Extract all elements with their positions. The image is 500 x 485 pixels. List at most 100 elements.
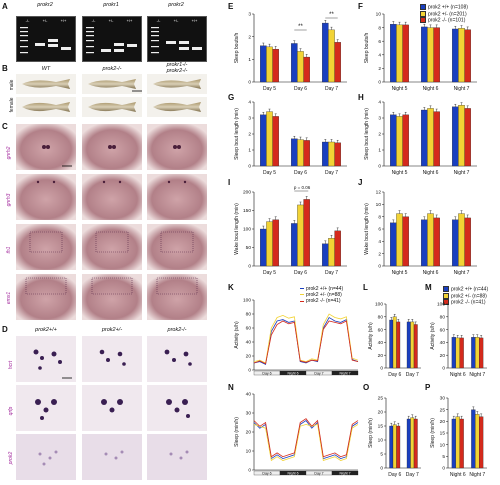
bar (458, 213, 465, 267)
timeline-label: Day 6 (262, 371, 271, 375)
bar (451, 337, 456, 369)
legend-k-item: prok2 +/- (n=88) (300, 292, 343, 298)
x-tick-label: Day 6 (294, 270, 307, 276)
legend-k-label-1: prok2 +/+ (n=44) (306, 286, 344, 292)
y-tick-label: 4 (378, 100, 381, 106)
x-tick-label: Night 7 (454, 270, 470, 276)
bar (396, 425, 401, 469)
y-tick-label: 4 (378, 239, 381, 245)
bar (421, 219, 428, 267)
bar (389, 425, 394, 469)
chart-m: 0 20 40 60 80 100 Activity (s/h) Night 6 Night 7 (430, 302, 487, 378)
bar (334, 142, 341, 167)
chart-f: 0 2 4 6 8 10 Sleep bouts/h Night 5 Night 6 Night … (364, 12, 477, 92)
gel2-bands (86, 27, 137, 54)
y-tick-label: 15 (378, 424, 384, 430)
y-tick-label: 3 (248, 12, 251, 18)
legend-m-item: prok2 +/+ (n=44) (443, 286, 488, 293)
bar (413, 418, 418, 469)
y-axis-label: Activity (s/h) (234, 321, 240, 349)
x-tick-label: Night 7 (469, 372, 485, 378)
series-line (253, 418, 359, 458)
legend-f-item: prok2 -/- (n=101) (420, 17, 468, 24)
significance-marker: ** (329, 12, 334, 18)
y-tick-label: 100 (437, 302, 445, 308)
bar (433, 111, 440, 167)
gel-title-3: prokr2 (168, 2, 184, 8)
chart-o: 0 5 10 15 20 25 Sleep (min/h) Day 6 Day 7 (368, 396, 421, 478)
bar (458, 105, 465, 167)
y-tick-label: 40 (246, 392, 252, 398)
bar (334, 230, 341, 267)
y-axis-label: Sleep (min/h) (430, 418, 436, 448)
y-tick-label: 40 (378, 340, 384, 346)
y-tick-label: 2 (378, 66, 381, 72)
x-tick-label: Night 5 (392, 170, 408, 176)
panel-label-k: K (228, 283, 234, 292)
chart-h: 0 1 2 3 4 Sleep bout length (min) Night 5 Night… (364, 100, 477, 176)
x-tick-label: Day 5 (263, 170, 276, 176)
x-tick-label: Night 6 (423, 86, 439, 92)
y-tick-label: 12 (376, 190, 382, 196)
legend-k-label-3: prok2 -/- (n=41) (306, 298, 341, 305)
legend-f-label-2: prok2 +/- (n=201) (428, 10, 467, 17)
y-tick-label: 3 (378, 116, 381, 122)
series-line (253, 423, 359, 462)
bar (266, 46, 273, 83)
bar (475, 414, 480, 469)
bar (410, 321, 415, 369)
y-tick-label: 0 (378, 164, 381, 170)
gel1-lane-1: -/- (25, 18, 30, 23)
bar (260, 114, 267, 167)
legend-swatch (420, 4, 426, 10)
timeline-label: Night 6 (287, 371, 298, 375)
legend-swatch (300, 288, 304, 290)
y-tick-label: 5 (380, 452, 383, 458)
in-situ-neuron-photos (16, 336, 207, 480)
bar (396, 24, 403, 83)
gel-image-3: -/- +/- +/+ (147, 16, 207, 62)
gel3-lane-1: -/- (156, 18, 161, 23)
bar (322, 22, 329, 83)
y-tick-label: 2 (248, 34, 251, 40)
legend-k: prok2 +/+ (n=44) prok2 +/- (n=88) prok2 … (300, 286, 343, 305)
fish-col-2: prok2-/- (102, 66, 122, 72)
y-axis-label: Wake bout length (min) (364, 203, 370, 255)
y-axis-label: Sleep bouts/h (234, 32, 240, 63)
bar (389, 319, 394, 369)
y-tick-label: 30 (440, 396, 446, 402)
legend-swatch (443, 292, 449, 299)
legend-f-item: prok2 +/- (n=201) (420, 10, 468, 18)
bar (455, 337, 460, 369)
y-tick-label: 60 (378, 327, 384, 333)
bar (459, 337, 464, 369)
y-axis-label: Activity (s/h) (430, 322, 436, 350)
y-tick-label: 20 (246, 354, 252, 360)
y-tick-label: 0 (380, 366, 383, 372)
y-tick-label: 4 (378, 53, 381, 59)
legend-swatch (420, 10, 426, 17)
y-axis-label: Sleep bout length (min) (234, 108, 240, 160)
y-tick-label: 20 (378, 353, 384, 359)
gel2-lane-2: +/- (108, 18, 114, 23)
panel-label-l: L (363, 283, 368, 292)
y-tick-label: 0 (442, 366, 445, 372)
chart-l: 0 20 40 60 80 100 Activity (s/h) Day 6 Day 7 (368, 302, 421, 378)
y-tick-label: 0 (378, 80, 381, 86)
panel-label-i: I (228, 178, 231, 187)
series-line (253, 320, 359, 365)
panel-label-d: D (2, 325, 8, 334)
gel1-bands (20, 27, 71, 54)
bar (303, 56, 310, 83)
y-axis-label: Sleep bouts/h (364, 32, 370, 63)
bar (260, 228, 267, 267)
bar (402, 114, 409, 167)
timeline-label: Night 6 (287, 471, 298, 475)
c-row-gnrh2: gnrh2 (6, 146, 12, 160)
legend-m-item: prok2 +/- (n=88) (443, 292, 488, 300)
panel-label-n: N (228, 383, 234, 392)
legend-m-label-2: prok2 +/- (n=88) (451, 292, 487, 299)
y-tick-label: 200 (243, 190, 251, 196)
bar (328, 141, 335, 167)
y-axis-label: Wake bout length (min) (234, 203, 240, 255)
